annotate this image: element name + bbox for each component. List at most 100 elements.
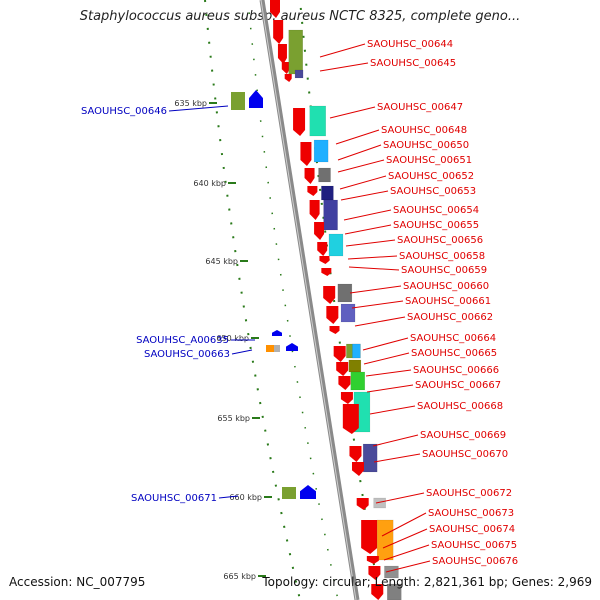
gene-label-right: SAOUHSC_00658 bbox=[399, 251, 485, 262]
gene-leader-line bbox=[337, 144, 382, 161]
gene-leader-line bbox=[349, 285, 402, 294]
gene-label-right: SAOUHSC_00654 bbox=[393, 205, 479, 216]
forward-strand-gene bbox=[286, 343, 298, 351]
reverse-strand-gene bbox=[326, 306, 339, 324]
gene-feature-box bbox=[313, 139, 329, 163]
label-leaders bbox=[168, 43, 431, 573]
gene-leader-line bbox=[375, 492, 425, 504]
kbp-ticks: 635 kbp 640 kbp 645 kbp 650 kbp 655 kbp 660 k… bbox=[174, 99, 272, 581]
gene-label-right: SAOUHSC_00661 bbox=[405, 296, 491, 307]
gene-leader-line bbox=[343, 209, 392, 221]
reverse-strand-gene bbox=[321, 268, 332, 276]
gene-leader-line bbox=[382, 528, 428, 549]
kbp-tick-label: 665 kbp bbox=[223, 572, 256, 581]
kbp-tick-label: 645 kbp bbox=[205, 257, 238, 266]
kbp-tick-label: 660 kbp bbox=[229, 493, 262, 502]
gene-labels: SAOUHSC_00644 SAOUHSC_00645 SAOUHSC_00647 S… bbox=[81, 39, 518, 567]
gene-label-right: SAOUHSC_00666 bbox=[413, 365, 499, 376]
dotted-rings bbox=[204, 0, 381, 600]
gene-leader-line bbox=[231, 349, 253, 355]
gene-leader-line bbox=[373, 453, 421, 463]
gene-feature-box bbox=[288, 29, 303, 75]
gene-leader-line bbox=[381, 512, 427, 537]
gene-label-right: SAOUHSC_00675 bbox=[431, 540, 517, 551]
reverse-strand-gene bbox=[300, 142, 312, 166]
gene-leader-line bbox=[369, 405, 416, 415]
reverse-strand-gene bbox=[333, 346, 346, 362]
reverse-strand-gene bbox=[349, 446, 362, 462]
gene-leader-line bbox=[339, 175, 387, 190]
gene-leader-line bbox=[383, 544, 430, 561]
gene-label-right: SAOUHSC_00659 bbox=[401, 265, 487, 276]
gene-feature-box bbox=[348, 359, 362, 373]
kbp-tick-label: 640 kbp bbox=[193, 179, 226, 188]
gene-leader-line bbox=[319, 62, 369, 72]
reverse-strand-gene bbox=[309, 200, 320, 220]
gene-leader-line bbox=[335, 129, 380, 145]
gene-leader-line bbox=[337, 159, 385, 173]
gene-feature-box bbox=[352, 343, 361, 359]
gene-leader-line bbox=[329, 106, 376, 119]
gene-leader-line bbox=[319, 43, 366, 58]
gene-label-right: SAOUHSC_00652 bbox=[388, 171, 474, 182]
gene-leader-line bbox=[366, 384, 414, 393]
gene-label-right: SAOUHSC_00647 bbox=[377, 102, 463, 113]
gene-label-right: SAOUHSC_00668 bbox=[417, 401, 503, 412]
reverse-strand-gene bbox=[284, 74, 292, 82]
reverse-strand-gene bbox=[371, 584, 384, 600]
reverse-strand-gene bbox=[356, 498, 369, 510]
kbp-tick-label: 655 kbp bbox=[217, 414, 250, 423]
gene-feature-box bbox=[387, 583, 402, 600]
gene-label-right: SAOUHSC_00670 bbox=[422, 449, 508, 460]
reverse-strand-gene bbox=[317, 242, 328, 256]
reverse-strand-gene bbox=[314, 222, 325, 240]
gene-leader-line bbox=[372, 434, 419, 447]
reverse-strand-gene bbox=[329, 326, 340, 334]
gene-feature-box bbox=[318, 167, 331, 183]
reverse-strand-gene bbox=[304, 168, 315, 184]
reverse-strand-gene bbox=[342, 404, 359, 434]
gene-label-left: SAOUHSC_00663 bbox=[144, 349, 230, 360]
feature-tracks bbox=[231, 0, 402, 600]
gene-feature-box bbox=[328, 233, 344, 257]
gene-feature-box bbox=[321, 185, 334, 201]
gene-feature-box bbox=[294, 69, 304, 79]
gene-feature-box bbox=[373, 497, 386, 509]
reverse-strand-gene bbox=[368, 566, 381, 580]
dotted-ring bbox=[247, 0, 339, 600]
kbp-tick-label: 650 kbp bbox=[216, 334, 249, 343]
map-title: Staphylococcus aureus subsp. aureus NCTC… bbox=[79, 9, 521, 24]
gene-label-right: SAOUHSC_00664 bbox=[410, 333, 496, 344]
gene-label-right: SAOUHSC_00672 bbox=[426, 488, 512, 499]
reverse-strand-gene bbox=[338, 376, 351, 390]
gene-leader-line bbox=[385, 560, 431, 573]
gene-leader-line bbox=[340, 190, 389, 201]
gene-feature-box bbox=[340, 303, 356, 323]
gene-label-right: SAOUHSC_00648 bbox=[381, 125, 467, 136]
reverse-strand-gene bbox=[351, 462, 364, 476]
gene-label-left: SAOUHSC_00646 bbox=[81, 106, 167, 117]
gene-leader-line bbox=[168, 105, 229, 112]
gene-feature-box bbox=[282, 487, 296, 499]
gene-leader-line bbox=[351, 300, 404, 309]
gene-label-left: SAOUHSC_00671 bbox=[131, 493, 217, 504]
reverse-strand-gene bbox=[366, 556, 379, 564]
gene-feature-box bbox=[337, 283, 353, 303]
gene-leader-line bbox=[347, 255, 398, 260]
reverse-strand-gene bbox=[270, 0, 280, 18]
gene-label-left: SAOUHSC_A00635 bbox=[136, 335, 229, 346]
gene-leader-line bbox=[354, 316, 406, 327]
gene-leader-line bbox=[362, 337, 409, 351]
forward-strand-gene bbox=[300, 485, 316, 499]
gene-leader-line bbox=[365, 369, 412, 377]
gene-label-right: SAOUHSC_00673 bbox=[428, 508, 514, 519]
gene-label-right: SAOUHSC_00650 bbox=[383, 140, 469, 151]
gene-feature-box bbox=[362, 443, 378, 473]
gene-leader-line bbox=[348, 266, 400, 271]
reverse-strand-gene bbox=[319, 256, 330, 264]
reverse-strand-gene bbox=[323, 286, 336, 304]
gene-label-right: SAOUHSC_00662 bbox=[407, 312, 493, 323]
gene-label-right: SAOUHSC_00669 bbox=[420, 430, 506, 441]
gene-label-right: SAOUHSC_00644 bbox=[367, 39, 453, 50]
